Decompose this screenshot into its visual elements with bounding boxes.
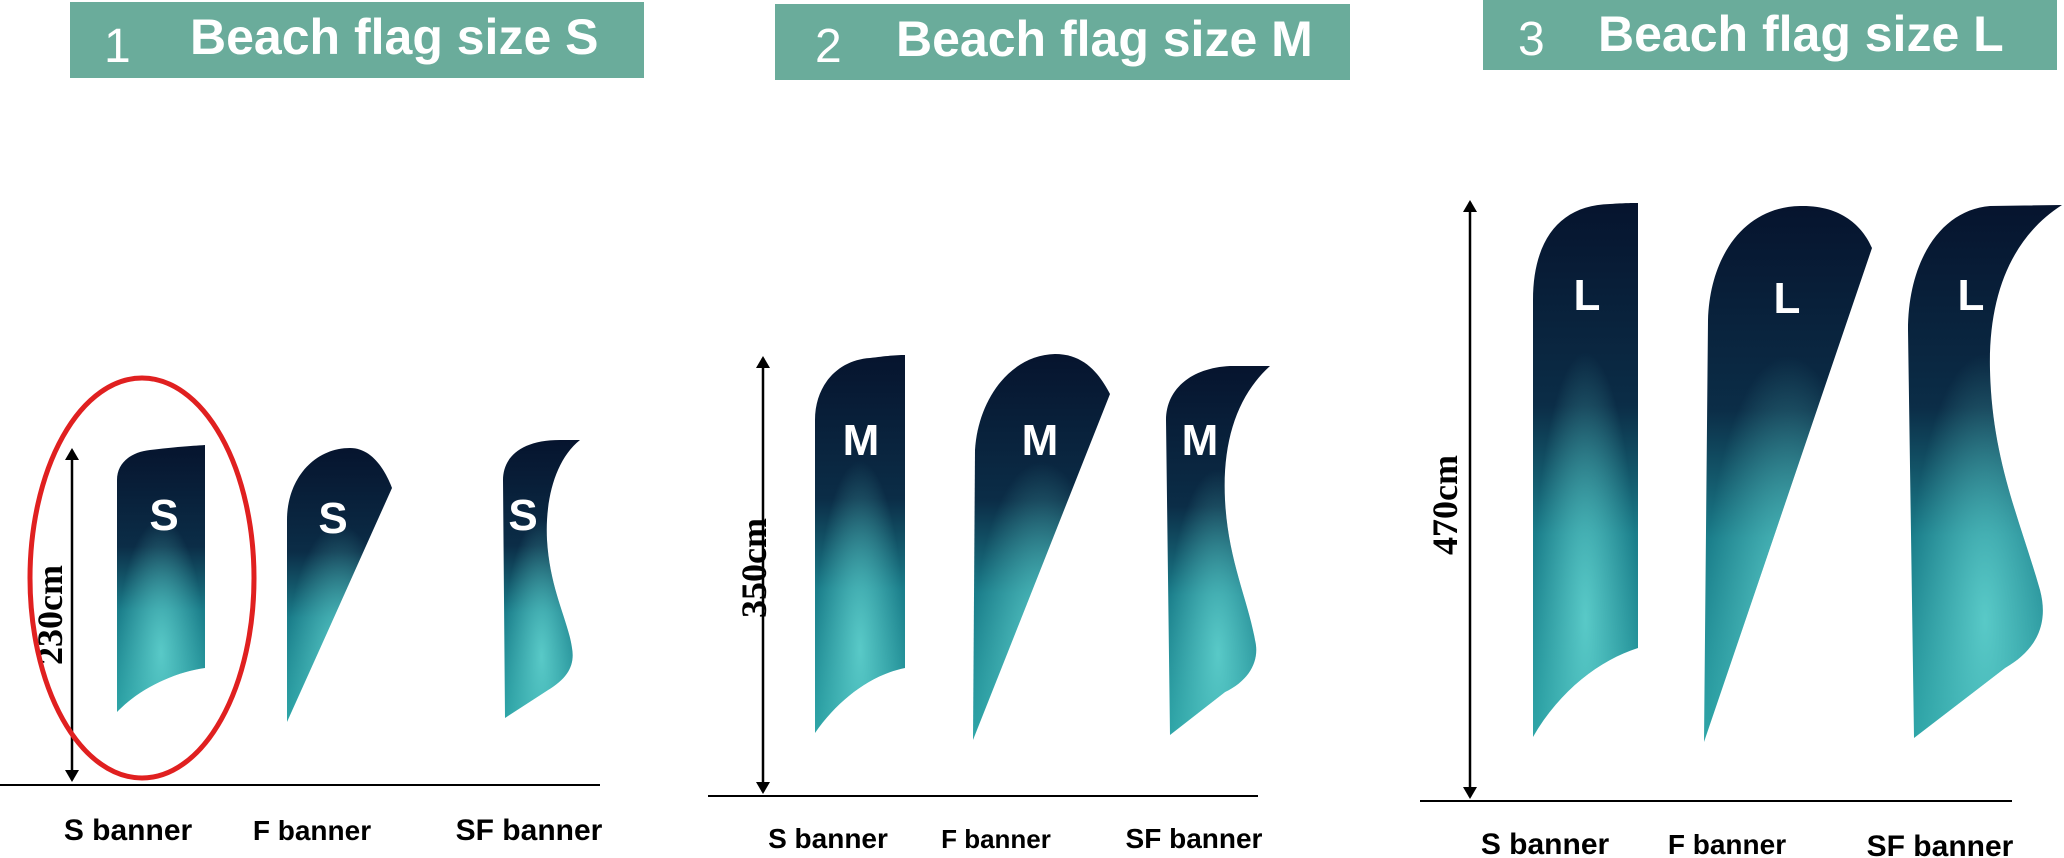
flag-s-banner: S <box>117 445 205 712</box>
height-dimension: 350cm <box>734 356 774 794</box>
caption-s-banner: S banner <box>64 814 193 847</box>
flag-letter: M <box>843 416 880 465</box>
flag-s-banner: M <box>815 355 905 733</box>
height-dimension: 470cm <box>1425 200 1477 799</box>
caption-sf-banner: SF banner <box>456 814 603 847</box>
flag-letter: L <box>1958 271 1985 320</box>
flag-sf-banner: M <box>1166 366 1270 735</box>
panel-size-s: 1 Beach flag size S 230cm S S S S banner… <box>0 2 644 847</box>
header-bg <box>775 4 1350 80</box>
header-title: Beach flag size S <box>190 9 599 65</box>
header-size-s: 1 Beach flag size S <box>70 2 644 78</box>
header-title: Beach flag size M <box>896 11 1313 67</box>
header-number: 1 <box>104 20 131 73</box>
header-title: Beach flag size L <box>1598 6 2004 62</box>
caption-s-banner: S banner <box>1481 828 1610 858</box>
header-number: 2 <box>815 20 842 73</box>
flag-f-banner: M <box>973 354 1110 740</box>
caption-f-banner: F banner <box>253 815 371 846</box>
highlight-circle <box>27 375 257 781</box>
flag-f-banner: L <box>1704 205 1872 742</box>
flag-letter: S <box>149 491 178 540</box>
flag-f-banner: S <box>287 448 392 722</box>
header-bg <box>1483 0 2057 70</box>
header-number: 3 <box>1518 13 1545 66</box>
caption-s-banner: S banner <box>768 823 888 854</box>
flag-letter: M <box>1022 416 1059 465</box>
flag-sf-banner: S <box>503 440 580 718</box>
flag-letter: L <box>1574 271 1601 320</box>
flag-letter: S <box>508 491 537 540</box>
height-dimension: 230cm <box>30 448 79 782</box>
caption-sf-banner: SF banner <box>1867 830 2014 858</box>
flag-letter: S <box>318 494 347 543</box>
caption-f-banner: F banner <box>1668 829 1786 858</box>
height-label: 350cm <box>734 518 774 618</box>
caption-f-banner: F banner <box>941 824 1051 854</box>
flag-letter: M <box>1182 416 1219 465</box>
header-size-m: 2 Beach flag size M <box>775 4 1350 80</box>
caption-sf-banner: SF banner <box>1126 823 1263 854</box>
panel-size-m: 2 Beach flag size M 350cm M M M S banner… <box>708 4 1350 854</box>
flag-sf-banner: L <box>1908 205 2062 738</box>
flag-letter: L <box>1774 274 1801 323</box>
header-bg <box>70 2 644 78</box>
panel-size-l: 3 Beach flag size L 470cm L L L S banner… <box>1420 0 2062 858</box>
height-label: 470cm <box>1425 455 1465 555</box>
header-size-l: 3 Beach flag size L <box>1483 0 2057 70</box>
flag-s-banner: L <box>1533 203 1638 737</box>
